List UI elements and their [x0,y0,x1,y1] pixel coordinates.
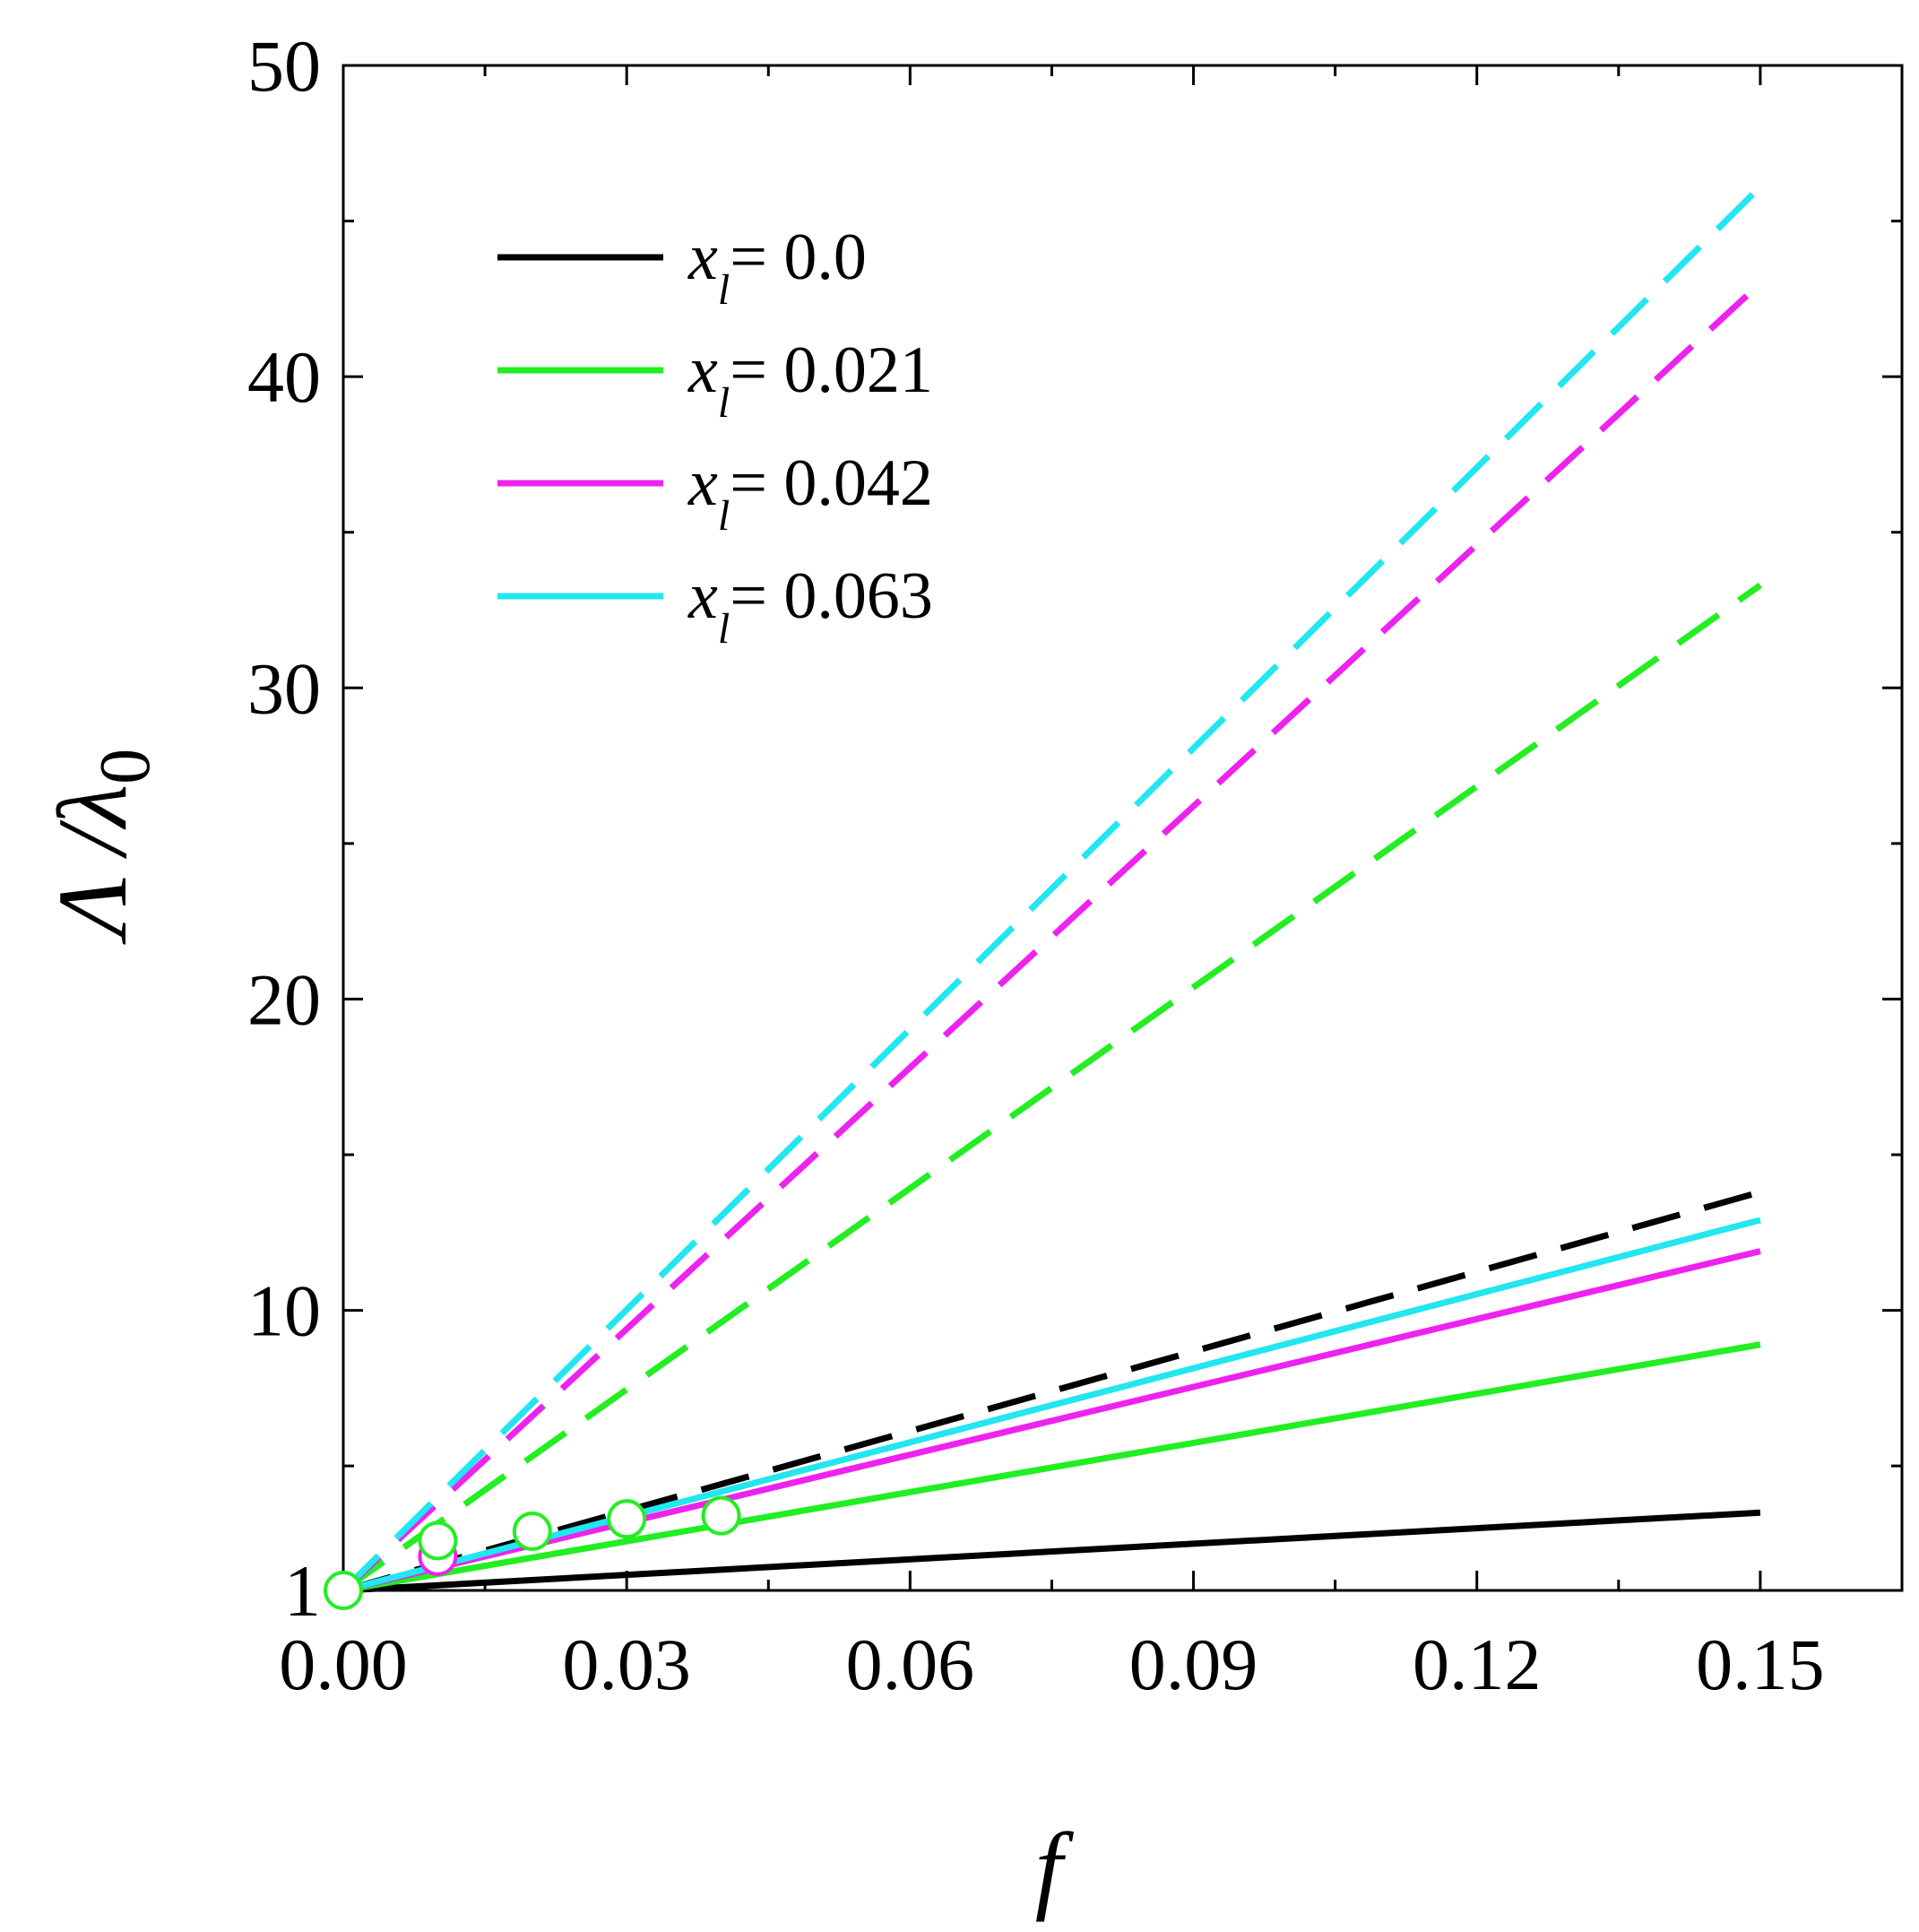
y-tick-label: 30 [247,647,321,729]
x-axis-title: f [1035,1813,1075,1922]
series-layer [341,184,1763,1594]
marker-layer [324,1495,741,1610]
series-line-1 [342,1341,1761,1594]
plot-frame [341,64,1904,1592]
x-tick-label: 0.09 [1129,1624,1258,1705]
legend-entry-3: xl= 0.063 [687,559,933,653]
series-line-2 [342,1248,1761,1594]
data-point-marker-2 [418,1520,458,1561]
legend-variable: x [687,221,718,294]
legend-variable-subscript: l [718,379,730,427]
legend-variable-subscript: l [718,492,730,540]
tick-label-layer: 0.00 0.03 0.06 0.09 0.12 0.15 1 10 20 30 40 50 [247,25,1825,1705]
series-line-0 [342,1509,1761,1594]
legend-variable: x [687,559,718,633]
svg-text:Λ /λ0: Λ /λ0 [38,749,165,945]
y-tick-label: 20 [247,958,321,1040]
legend-variable: x [687,334,718,407]
legend-value: = 0.063 [730,559,933,633]
x-tick-label: 0.15 [1696,1624,1825,1705]
legend-variable: x [687,446,718,520]
legend-value: = 0.021 [730,334,933,407]
legend-variable-subscript: l [718,605,730,653]
axes-frame-layer [341,64,1904,1592]
legend-variable-subscript: l [718,266,730,314]
x-tick-label: 0.03 [562,1624,691,1705]
legend-value: = 0.0 [730,221,867,294]
y-axis-title-main: Λ /λ [38,784,147,945]
x-tick-label: 0.06 [846,1624,975,1705]
series-line-7 [341,184,1763,1593]
legend-entry-0: xl= 0.0 [687,221,867,314]
y-tick-label: 50 [247,25,321,107]
series-line-4 [342,1189,1761,1594]
data-point-marker-3 [512,1512,552,1552]
x-tick-label: 0.12 [1413,1624,1542,1705]
y-axis-title-subscript: 0 [86,749,165,784]
y-tick-label: 10 [247,1270,321,1352]
legend-value: = 0.042 [730,446,933,520]
series-line-6 [341,281,1763,1593]
legend-entry-1: xl= 0.021 [687,334,933,427]
y-tick-label: 1 [284,1550,321,1632]
data-point-marker-5 [701,1495,741,1536]
y-tick-label: 40 [247,336,321,418]
series-line-3 [342,1217,1761,1594]
legend-entry-2: xl= 0.042 [687,446,933,540]
y-axis-title: Λ /λ0 [38,749,165,945]
x-tick-label: 0.00 [279,1624,408,1705]
series-line-5 [341,582,1762,1593]
data-point-marker-0 [324,1571,363,1610]
data-point-marker-4 [607,1499,647,1539]
